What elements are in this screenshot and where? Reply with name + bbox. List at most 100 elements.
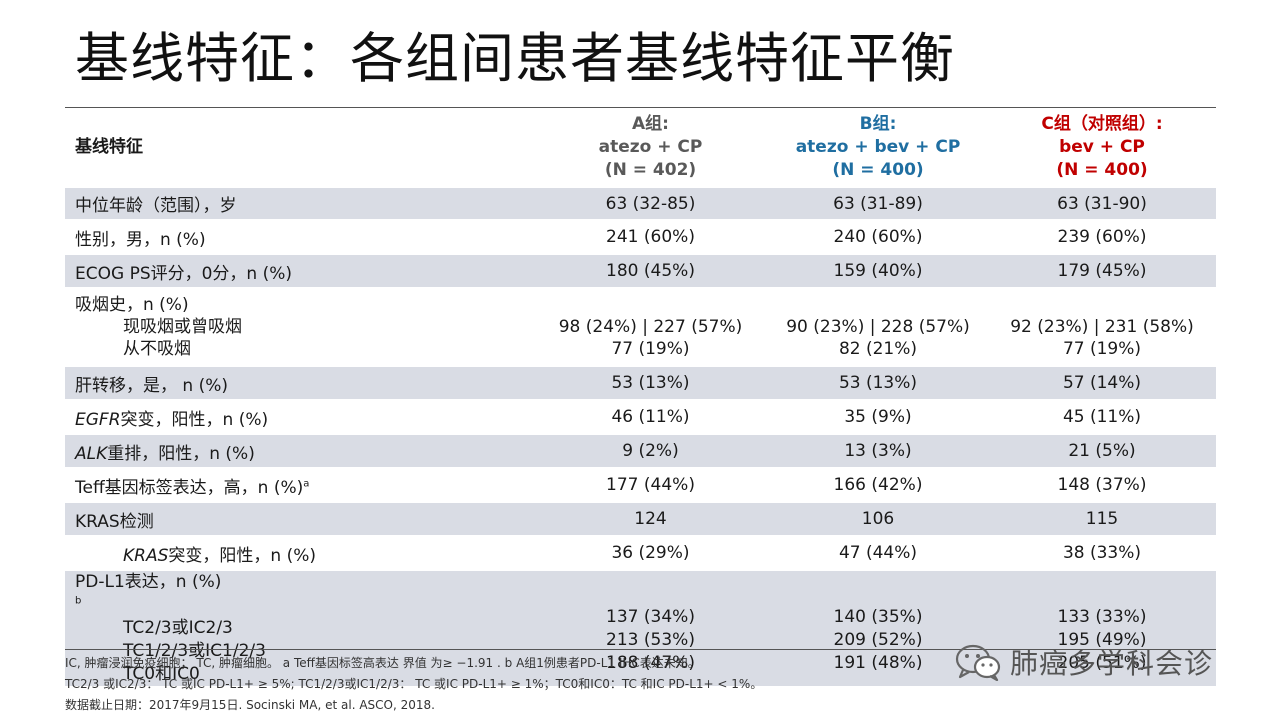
group-a-header: A组: atezo + CP (N = 402) xyxy=(533,109,768,187)
group-b-value: 53 (13%) xyxy=(768,367,988,399)
row-label-rest: 重排，阳性，n (%) xyxy=(107,443,255,464)
group-a-value: 36 (29%) xyxy=(611,543,690,563)
table-row: ECOG PS评分，0分，n (%) 180 (45%) 159 (40%) 1… xyxy=(65,255,1216,287)
group-a-value: 177 (44%) xyxy=(606,475,695,495)
group-a-value-2: 213 (53%) xyxy=(606,629,695,650)
group-c-value-3: 205 (51%) xyxy=(1057,652,1147,673)
row-label: 性别，男，n (%) xyxy=(75,229,206,250)
table-row: 吸烟史，n (%) 现吸烟或曾吸烟 从不吸烟 98 (24%) | 227 (5… xyxy=(65,289,1216,365)
footnote-marker: b xyxy=(75,595,82,607)
group-b-value: 63 (31-89) xyxy=(768,187,988,219)
group-a-value: 63 (32-85) xyxy=(533,187,768,219)
group-a-value: 241 (60%) xyxy=(606,227,695,247)
row-sublabel: 现吸烟或曾吸烟 xyxy=(123,317,242,337)
group-b-value-3: 191 (48%) xyxy=(833,652,923,673)
wechat-icon xyxy=(955,644,1001,681)
table-bottom-divider xyxy=(65,649,1216,650)
row-label: PD-L1表达，n (%) xyxy=(75,572,222,592)
group-b-regimen: atezo + bev + CP xyxy=(795,137,961,157)
group-a-value-3: 188 (47%) xyxy=(606,652,695,673)
title-divider xyxy=(65,107,1216,108)
group-a-regimen: atezo + CP xyxy=(598,137,703,157)
row-label: EGFR突变，阳性，n (%) xyxy=(65,401,533,433)
group-c-value-2: 195 (49%) xyxy=(1057,629,1147,650)
group-b-value: 35 (9%) xyxy=(844,407,912,427)
group-c-value: 179 (45%) xyxy=(988,255,1216,287)
group-b-value: 47 (44%) xyxy=(838,543,918,563)
group-c-name: C组（对照组）: xyxy=(1041,114,1163,134)
table-row: ALK重排，阳性，n (%) 9 (2%) 13 (3%) 21 (5%) xyxy=(65,435,1216,467)
group-b-name: B组: xyxy=(859,114,897,134)
watermark: 肺癌多学科会诊 xyxy=(954,640,1213,684)
row-label: KRAS检测 xyxy=(65,503,533,535)
group-c-n: (N = 400) xyxy=(1056,160,1148,180)
row-sublabel: TC0和IC0 xyxy=(123,664,200,684)
row-label: Teff基因标签表达，高，n (%)a xyxy=(65,469,533,501)
group-b-value: 90 (23%) | 228 (57%) 82 (21%) xyxy=(768,289,988,365)
footnotes: IC, 肿瘤浸润免疫细胞； TC, 肿瘤细胞。 a Teff基因标签高表达 界值… xyxy=(65,653,965,716)
table-row: PD-L1表达，n (%) b TC2/3或IC2/3 TC1/2/3或IC1/2… xyxy=(65,571,1216,686)
group-a-n: (N = 402) xyxy=(604,160,697,180)
footnote-line: TC2/3 或IC2/3： TC 或IC PD-L1+ ≥ 5%; TC1/2/… xyxy=(65,677,763,691)
group-c-value-2: 77 (19%) xyxy=(1062,339,1142,359)
group-a-value: 98 (24%) | 227 (57%) 77 (19%) xyxy=(533,289,768,365)
group-b-header: B组: atezo + bev + CP (N = 400) xyxy=(768,109,988,187)
group-a-value: 137 (34%) 213 (53%) 188 (47%) xyxy=(533,571,768,686)
group-b-value-2: 209 (52%) xyxy=(833,629,923,650)
row-label-text: Teff基因标签表达，高，n (%) xyxy=(75,477,304,498)
group-a-value-1: 137 (34%) xyxy=(606,606,695,627)
group-b-value-1: 140 (35%) xyxy=(833,606,923,627)
group-b-value: 166 (42%) xyxy=(833,475,923,495)
row-label-group: PD-L1表达，n (%) b TC2/3或IC2/3 TC1/2/3或IC1/2… xyxy=(65,571,533,686)
row-label: ECOG PS评分，0分，n (%) xyxy=(65,255,533,287)
group-c-header: C组（对照组）: bev + CP (N = 400) xyxy=(988,109,1216,187)
group-b-value: 140 (35%) 209 (52%) 191 (48%) xyxy=(768,571,988,686)
footnote-line: 数据截止日期：2017年9月15日. Socinski MA, et al. A… xyxy=(65,698,435,712)
group-c-value: 148 (37%) xyxy=(1057,475,1147,495)
group-a-value-2: 77 (19%) xyxy=(611,339,690,359)
group-c-value: 38 (33%) xyxy=(1062,543,1142,563)
row-label: KRAS突变，阳性，n (%) xyxy=(65,537,533,569)
row-sublabel: TC2/3或IC2/3 xyxy=(123,618,233,638)
group-c-value: 21 (5%) xyxy=(988,435,1216,467)
group-c-value: 239 (60%) xyxy=(1057,227,1147,247)
group-c-regimen: bev + CP xyxy=(1059,137,1145,157)
row-sublabel: TC1/2/3或IC1/2/3 xyxy=(123,641,266,661)
group-b-value: 13 (3%) xyxy=(768,435,988,467)
slide-title: 基线特征：各组间患者基线特征平衡 xyxy=(75,27,955,90)
group-c-value: 92 (23%) | 231 (58%) 77 (19%) xyxy=(988,289,1216,365)
row-sublabel: 从不吸烟 xyxy=(123,339,191,359)
group-a-name: A组: xyxy=(632,114,669,134)
footnote-line: IC, 肿瘤浸润免疫细胞； TC, 肿瘤细胞。 a Teff基因标签高表达 界值… xyxy=(65,656,700,670)
table-row: 中位年龄（范围），岁 63 (32-85) 63 (31-89) 63 (31-… xyxy=(65,187,1216,219)
table-row: EGFR突变，阳性，n (%) 46 (11%) 35 (9%) 45 (11%… xyxy=(65,401,1216,433)
group-c-value: 115 xyxy=(988,503,1216,535)
group-b-value-2: 82 (21%) xyxy=(838,339,918,359)
row-label: 中位年龄（范围），岁 xyxy=(65,187,533,219)
table-row: Teff基因标签表达，高，n (%)a 177 (44%) 166 (42%) … xyxy=(65,469,1216,501)
group-b-value-1: 90 (23%) | 228 (57%) xyxy=(786,317,970,337)
group-a-value: 124 xyxy=(533,503,768,535)
group-b-value: 240 (60%) xyxy=(833,227,923,247)
group-c-value: 63 (31-90) xyxy=(988,187,1216,219)
group-c-value: 57 (14%) xyxy=(988,367,1216,399)
gene-name: ALK xyxy=(75,443,108,464)
group-a-value: 53 (13%) xyxy=(533,367,768,399)
group-c-value: 45 (11%) xyxy=(1062,407,1142,427)
table-row: KRAS突变，阳性，n (%) 36 (29%) 47 (44%) 38 (33… xyxy=(65,537,1216,569)
group-a-value-1: 98 (24%) | 227 (57%) xyxy=(558,317,743,337)
table-row: KRAS检测 124 106 115 xyxy=(65,503,1216,535)
baseline-table: 基线特征 A组: atezo + CP (N = 402) B组: atezo … xyxy=(65,109,1216,686)
watermark-text: 肺癌多学科会诊 xyxy=(1010,647,1214,680)
row-label: 肝转移，是， n (%) xyxy=(65,367,533,399)
gene-name: EGFR xyxy=(75,409,121,430)
group-c-value-1: 133 (33%) xyxy=(1057,606,1147,627)
gene-name: KRAS xyxy=(123,545,169,566)
group-c-value: 133 (33%) 195 (49%) 205 (51%) xyxy=(988,571,1216,686)
group-b-value: 159 (40%) xyxy=(768,255,988,287)
group-b-n: (N = 400) xyxy=(832,160,924,180)
row-label-rest: 突变，阳性，n (%) xyxy=(168,545,316,566)
table-row: 性别，男，n (%) 241 (60%) 240 (60%) 239 (60%) xyxy=(65,221,1216,253)
row-label-group: 吸烟史，n (%) 现吸烟或曾吸烟 从不吸烟 xyxy=(65,289,533,365)
group-a-value: 9 (2%) xyxy=(533,435,768,467)
